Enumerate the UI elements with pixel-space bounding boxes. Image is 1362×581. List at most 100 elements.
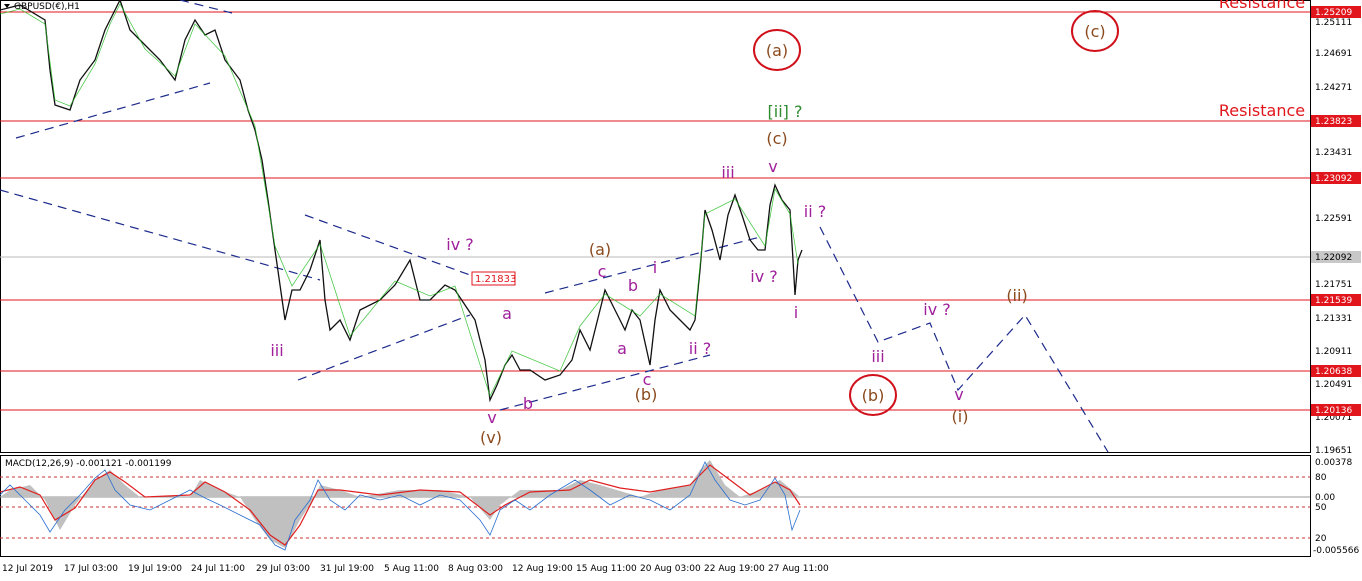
wave-label: iv ?: [923, 300, 951, 319]
wave-label: [ii] ?: [768, 102, 803, 121]
wave-label: iv ?: [446, 235, 474, 254]
wave-labels: (a) (c) [ii] ? (c) iii v ii ? iv ? (a) c…: [270, 22, 1105, 447]
level-box: [1311, 294, 1361, 306]
price-label: 1.20491: [1315, 380, 1352, 390]
price-trace-up: [0, 3, 799, 398]
macd-line: [0, 461, 801, 551]
wave-label: v: [768, 157, 777, 176]
time-label: 15 Aug 11:00: [576, 564, 637, 574]
time-label: 24 Jul 11:00: [191, 564, 245, 574]
wave-label: (c): [1084, 22, 1105, 41]
time-label: 12 Jul 2019: [2, 564, 53, 574]
trend-line: [499, 354, 711, 411]
wave-label: c: [643, 370, 652, 389]
time-axis: 12 Jul 2019 17 Jul 03:00 19 Jul 19:00 24…: [2, 564, 829, 574]
resistance-label: Resistance: [1219, 101, 1305, 120]
wave-label: (i): [952, 407, 969, 426]
wave-label: b: [628, 276, 638, 295]
wave-label: iv ?: [750, 267, 778, 286]
wave-label: v: [487, 408, 496, 427]
menu-arrow: [4, 4, 10, 8]
macd-signal: [0, 464, 801, 546]
time-label: 5 Aug 11:00: [384, 564, 439, 574]
wave-label: iii: [270, 341, 283, 360]
wave-label: i: [794, 303, 798, 322]
wave-label: (ii): [1006, 286, 1027, 305]
wave-circle: [1071, 10, 1119, 52]
time-label: 12 Aug 19:00: [512, 564, 573, 574]
price-label: 1.24271: [1315, 83, 1352, 93]
price-label: 1.19651: [1315, 446, 1352, 456]
price-label: 1.21751: [1315, 280, 1352, 290]
wave-label: c: [598, 262, 607, 281]
time-label: 29 Jul 03:00: [256, 564, 310, 574]
wave-label: (b): [862, 386, 885, 405]
wave-label: ii ?: [689, 339, 711, 358]
wave-label: a: [502, 304, 512, 323]
time-label: 17 Jul 03:00: [64, 564, 118, 574]
level-box: [1311, 365, 1361, 377]
macd-title: MACD(12,26,9) -0.001121 -0.001199: [5, 459, 172, 469]
wave-label: (a): [766, 41, 788, 60]
macd-axis-label: 0.00: [1315, 493, 1335, 503]
time-label: 19 Jul 19:00: [128, 564, 182, 574]
macd-frame: [0, 455, 1311, 557]
price-label: 1.25111: [1315, 18, 1352, 28]
wave-label: iii: [871, 347, 884, 366]
price-label: 1.21331: [1315, 314, 1352, 324]
level-label: 1.20638: [1315, 367, 1352, 377]
projection-path: [819, 226, 1109, 453]
level-label: 1.20136: [1315, 406, 1352, 416]
trend-line: [544, 236, 761, 294]
wave-label: a: [617, 339, 627, 358]
time-label: 27 Aug 11:00: [768, 564, 829, 574]
symbol-header: GBPUSD(€),H1: [14, 2, 80, 12]
trend-line: [297, 314, 471, 381]
trend-line: [0, 189, 321, 281]
price-label: 1.22591: [1315, 214, 1352, 224]
resistance-label: Resistance: [1219, 0, 1305, 12]
wave-label: i: [653, 258, 657, 277]
time-label: 31 Jul 19:00: [320, 564, 374, 574]
level-label: 1.23823: [1315, 117, 1352, 127]
price-trace: [0, 0, 803, 403]
wave-label: b: [523, 394, 533, 413]
level-box: [1311, 404, 1361, 416]
current-price: 1.22092: [1315, 253, 1352, 263]
level-label: 1.21539: [1315, 296, 1352, 306]
wave-label: (a): [589, 240, 611, 259]
current-box: [1311, 251, 1361, 263]
price-label: 1.20071: [1315, 413, 1352, 423]
price-marker-label: 1.21833: [475, 274, 516, 285]
price-label: 1.20911: [1315, 347, 1352, 357]
wave-label: ii ?: [804, 202, 826, 221]
wave-circle: [753, 29, 801, 71]
macd-histogram: [0, 460, 800, 548]
price-label: 1.23431: [1315, 148, 1352, 158]
wave-label: v: [954, 385, 963, 404]
trend-lines: [0, 0, 1109, 453]
price-axis: 1.25111 1.24691 1.24271 1.23431 1.22591 …: [1311, 6, 1361, 456]
level-box: [1311, 115, 1361, 127]
macd-axis-label: 80: [1315, 473, 1327, 483]
trend-line: [15, 82, 211, 139]
price-label: 1.24691: [1315, 49, 1352, 59]
wave-label: (b): [635, 385, 658, 404]
level-label: 1.23092: [1315, 174, 1352, 184]
main-frame: [0, 0, 1311, 453]
level-box: [1311, 6, 1361, 18]
trend-line: [179, 0, 233, 14]
macd-axis-label: 0.00378: [1315, 458, 1352, 468]
wave-circle: [849, 374, 897, 416]
level-label: 1.25209: [1315, 8, 1352, 18]
macd-axis-label: 50: [1315, 503, 1327, 513]
price-marker: [471, 271, 516, 286]
time-label: 8 Aug 03:00: [448, 564, 503, 574]
wave-label: (c): [766, 129, 787, 148]
time-label: 22 Aug 19:00: [704, 564, 765, 574]
time-label: 20 Aug 03:00: [640, 564, 701, 574]
macd-axis-label: 20: [1315, 534, 1327, 544]
wave-label: iii: [721, 163, 734, 182]
